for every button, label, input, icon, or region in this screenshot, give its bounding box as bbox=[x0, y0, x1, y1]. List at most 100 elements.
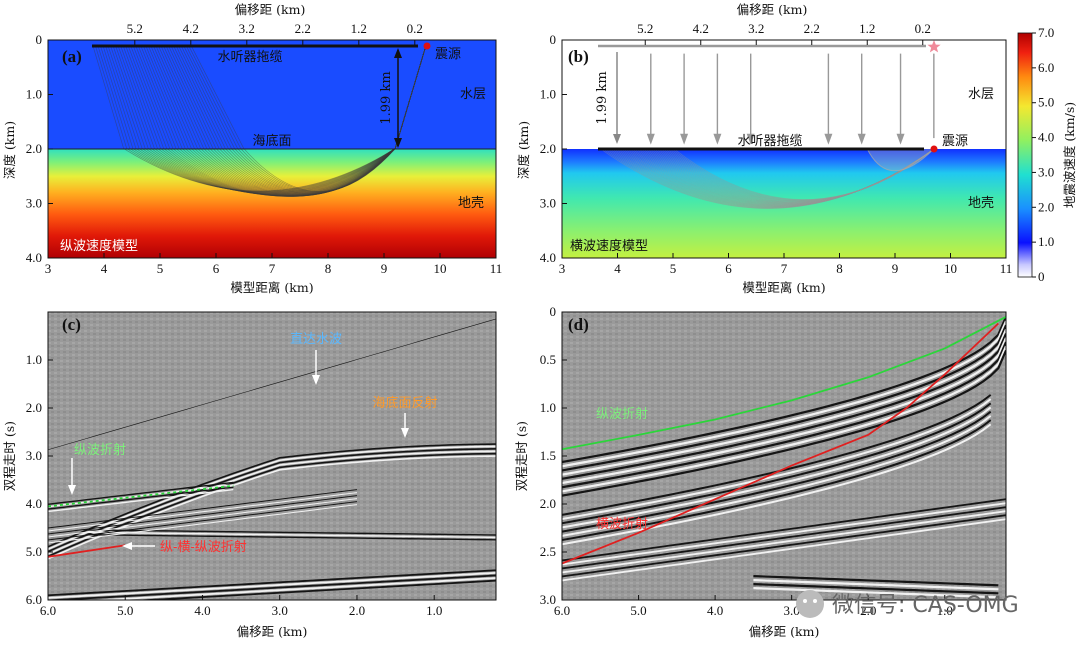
colorbar-ticks: 0 1.0 2.0 3.0 4.0 5.0 6.0 7.0 bbox=[1032, 25, 1054, 284]
ray-path bbox=[616, 148, 935, 207]
ray-path bbox=[653, 148, 935, 203]
ray-path bbox=[142, 45, 427, 197]
label-psp: 纵-横-纵波折射 bbox=[160, 539, 247, 555]
axes-a: 3 4 5 6 7 8 9 10 11 0 1.0 2.0 3.0 4.0 5.2 4.2 3.2 2.2 1.2 0… bbox=[26, 21, 503, 276]
crust-label-a: 地壳 bbox=[458, 196, 484, 211]
x-tick-label: 7 bbox=[269, 261, 276, 276]
label-direct: 直达水波 bbox=[290, 332, 342, 347]
ray-path bbox=[629, 148, 935, 206]
source-label-a: 震源 bbox=[435, 47, 461, 62]
panel-b: 1.99 km 水听器拖缆 震源 水层 地壳 横波速度模型 (b) 3 4 5 6 7 8… bbox=[516, 2, 1012, 295]
ray-path bbox=[112, 45, 427, 195]
y-tick-label: 1.0 bbox=[540, 87, 556, 102]
ray-path bbox=[607, 148, 935, 209]
vertical-arrow-head bbox=[857, 133, 866, 145]
ray-path bbox=[122, 45, 427, 196]
cable-label-a: 水听器拖缆 bbox=[217, 49, 282, 65]
top-tick-label: 4.2 bbox=[693, 21, 709, 36]
x-tick-label: 6 bbox=[213, 261, 220, 276]
seismic-event bbox=[753, 574, 999, 587]
seismic-event bbox=[86, 531, 496, 539]
source-label-b: 震源 bbox=[942, 134, 968, 149]
x-tick-label: 4.0 bbox=[707, 603, 723, 618]
cable-label-b: 水听器拖缆 bbox=[737, 133, 802, 149]
ray-path bbox=[107, 45, 427, 194]
y-tick-label: 1.0 bbox=[540, 400, 556, 415]
x-tick-label: 11 bbox=[1000, 261, 1013, 276]
seismic-event bbox=[48, 498, 358, 538]
seismic-event bbox=[48, 574, 496, 600]
ray-path bbox=[102, 45, 427, 194]
pick-p-refraction-d bbox=[562, 316, 1006, 451]
label-s-refraction-d: 横波折射 bbox=[596, 516, 648, 532]
ray-path bbox=[140, 45, 427, 197]
top-tick-label: 1.2 bbox=[859, 21, 875, 36]
ray-path bbox=[633, 148, 935, 205]
top-tick-label: 3.2 bbox=[239, 21, 255, 36]
ray-paths-a bbox=[92, 45, 427, 197]
y-tick-label: 0.5 bbox=[540, 352, 556, 367]
top-tick-label: 3.2 bbox=[748, 21, 764, 36]
y-tick-label: 4.0 bbox=[26, 250, 42, 265]
label-p-refraction-c: 纵波折射 bbox=[74, 442, 126, 458]
ray-path bbox=[94, 45, 427, 192]
y-tick-label: 3.0 bbox=[540, 592, 556, 607]
vertical-arrow-head bbox=[746, 133, 755, 145]
y-tick-label: 3.0 bbox=[26, 196, 42, 211]
ray-path bbox=[656, 148, 935, 202]
x-tick-label: 6.0 bbox=[40, 603, 56, 618]
ray-path bbox=[92, 45, 427, 192]
colorbar: 0 1.0 2.0 3.0 4.0 5.0 6.0 7.0 地震波速度 (km/s) bbox=[1017, 25, 1077, 284]
x-tick-label: 6.0 bbox=[554, 603, 570, 618]
y-tick-label: 4.0 bbox=[540, 250, 556, 265]
seismic-event bbox=[562, 337, 1006, 485]
seismic-event bbox=[562, 406, 992, 529]
water-label-b: 水层 bbox=[968, 87, 994, 102]
ray-path bbox=[120, 45, 427, 196]
vertical-arrow-head bbox=[680, 133, 689, 145]
ray-path bbox=[649, 148, 935, 203]
depth-label-b: 1.99 km bbox=[595, 71, 610, 124]
top-axis-title-b: 偏移距 (km) bbox=[737, 2, 808, 17]
ray-path bbox=[178, 45, 427, 194]
seismic-event bbox=[562, 423, 992, 546]
seismic-event bbox=[562, 415, 992, 537]
colorbar-tick-label: 5.0 bbox=[1038, 95, 1054, 110]
seismic-event bbox=[133, 579, 496, 600]
source-star-b bbox=[927, 40, 941, 53]
x-tick-label: 2.0 bbox=[860, 603, 876, 618]
seismic-event bbox=[562, 498, 1006, 562]
source-marker-b bbox=[930, 145, 938, 153]
ray-path bbox=[105, 45, 427, 194]
panel-tag-a: (a) bbox=[62, 47, 82, 66]
x-tick-label: 2.0 bbox=[349, 603, 365, 618]
y-axis-title-a: 深度 (km) bbox=[2, 121, 17, 179]
ray-path bbox=[627, 148, 935, 206]
arrow-psp bbox=[122, 542, 155, 550]
ray-paths-b bbox=[600, 148, 935, 209]
ray-path bbox=[130, 45, 427, 197]
ray-path bbox=[175, 45, 427, 194]
seismic-event bbox=[562, 333, 1006, 480]
crust-layer-a bbox=[48, 149, 496, 258]
colorbar-tick-label: 2.0 bbox=[1038, 199, 1054, 214]
y-tick-label: 5.0 bbox=[26, 544, 42, 559]
panel-tag-c: (c) bbox=[62, 315, 81, 334]
seismic-event bbox=[48, 450, 496, 555]
picks-c bbox=[48, 484, 234, 558]
x-tick-label: 4 bbox=[614, 261, 621, 276]
panel-tag-d: (d) bbox=[568, 315, 589, 334]
ray-path bbox=[168, 45, 427, 196]
arrow-p-refraction-c bbox=[68, 458, 76, 495]
y-tick-label: 2.0 bbox=[540, 496, 556, 511]
x-tick-label: 6 bbox=[725, 261, 732, 276]
wechat-icon bbox=[796, 590, 824, 618]
seismic-event bbox=[562, 341, 1006, 489]
seismic-event bbox=[48, 318, 496, 451]
seismic-event bbox=[87, 577, 496, 600]
x-tick-label: 8 bbox=[325, 261, 332, 276]
axes-c: 6.0 5.0 4.0 3.0 2.0 1.0 1.0 2.0 3.0 4.0 5.0 6.0 bbox=[26, 352, 443, 618]
seismic-event bbox=[48, 486, 234, 510]
seismic-event bbox=[48, 501, 358, 541]
ray-path bbox=[185, 45, 427, 193]
